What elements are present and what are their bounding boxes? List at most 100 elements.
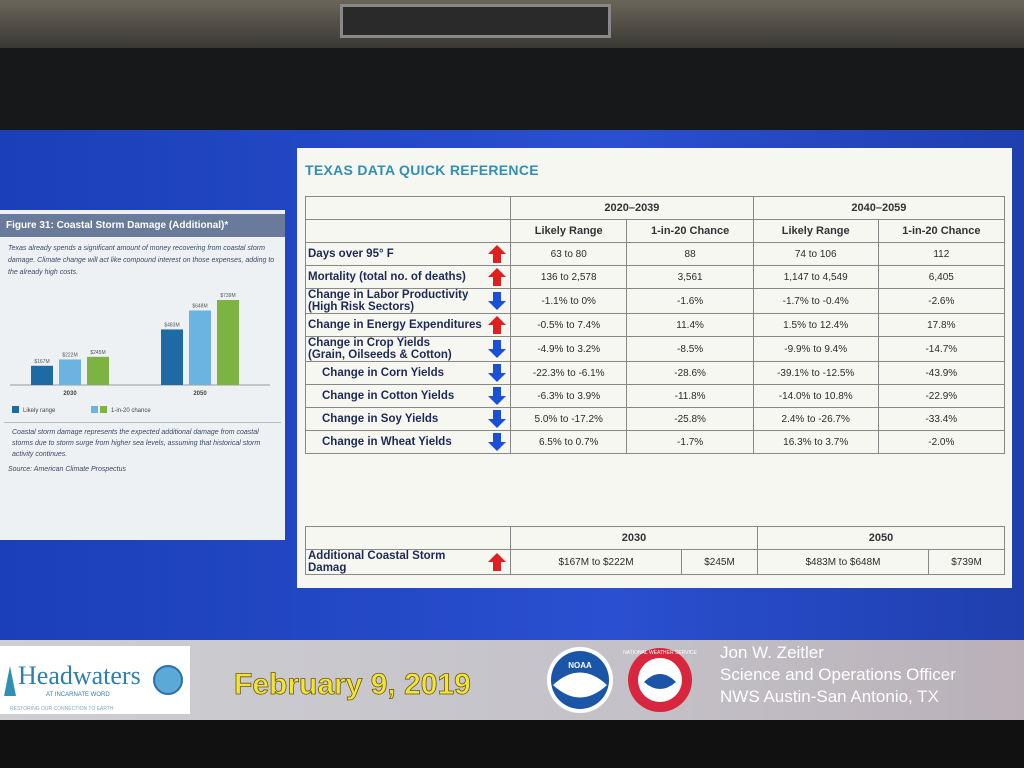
period-header: 2020–2039 xyxy=(510,196,754,220)
row-label: Mortality (total no. of deaths) xyxy=(305,265,511,289)
arrow-up xyxy=(488,316,506,334)
data-row: Change in Wheat Yields 6.5% to 0.7% -1.7% 1… xyxy=(305,430,1006,454)
header-row: Likely Range 1-in-20 Chance Likely Range 1-… xyxy=(305,219,1006,243)
trend-arrow xyxy=(488,245,506,263)
bar-value-label: $483M xyxy=(164,322,179,328)
bar-value-label: $222M xyxy=(62,352,77,358)
data-cell: -22.9% xyxy=(877,384,1006,408)
arrow-down xyxy=(488,292,506,310)
row-label-line: Change in Cotton Yields xyxy=(322,390,455,402)
row-label-line: Change in Energy Expenditures xyxy=(308,319,482,331)
corner-cell xyxy=(305,196,511,220)
arrow-down xyxy=(488,340,506,358)
trend-arrow xyxy=(488,364,506,382)
bar xyxy=(217,300,239,385)
period-header: 2040–2059 xyxy=(752,196,1006,220)
arrow-up xyxy=(488,268,506,286)
bar-value-label: $648M xyxy=(192,303,207,309)
vent xyxy=(340,4,611,38)
figure-intro: Texas already spends a significant amoun… xyxy=(8,245,275,276)
arrow-down xyxy=(488,410,506,428)
table-title: TEXAS DATA QUICK REFERENCE xyxy=(305,162,539,178)
row-label: Additional Coastal Storm Damag xyxy=(305,549,511,575)
corner-cell xyxy=(305,219,511,243)
bar xyxy=(87,356,109,385)
figure-panel: Figure 31: Coastal Storm Damage (Additio… xyxy=(0,210,285,540)
row-label-line: Change in Wheat Yields xyxy=(322,436,452,448)
row-label: Change in Crop Yields (Grain, Oilseeds & … xyxy=(305,336,511,362)
data-cell: $483M to $648M xyxy=(756,549,929,575)
logo-tagline: RESTORING OUR CONNECTION TO EARTH xyxy=(10,706,114,712)
data-row: Days over 95° F 63 to 80 88 74 to 106 112 xyxy=(305,242,1006,266)
data-cell: -14.7% xyxy=(877,336,1006,362)
data-cell: -1.1% to 0% xyxy=(509,288,628,314)
logo-sub: AT INCARNATE WORD xyxy=(46,692,110,698)
data-cell: 1,147 to 4,549 xyxy=(752,265,879,289)
bar xyxy=(161,329,183,385)
headwaters-logo: Headwaters AT INCARNATE WORD RESTORING O… xyxy=(0,646,190,714)
trend-arrow xyxy=(488,410,506,428)
data-cell: 63 to 80 xyxy=(509,242,628,266)
data-cell: -39.1% to -12.5% xyxy=(752,361,879,385)
header-row: 2030 2050 xyxy=(305,526,1006,550)
legend-swatch xyxy=(12,406,19,413)
figure-caption: Coastal storm damage represents the expe… xyxy=(4,422,281,464)
bar xyxy=(59,359,81,385)
row-label-line: (High Risk Sectors) xyxy=(308,301,415,313)
trend-arrow xyxy=(488,292,506,310)
row-label: Change in Labor Productivity (High Risk S… xyxy=(305,288,511,314)
row-label-line: Change in Corn Yields xyxy=(322,367,445,379)
data-cell: -4.9% to 3.2% xyxy=(509,336,628,362)
data-table: 2020–2039 2040–2059 Likely Range 1-in-20 Ch… xyxy=(305,196,1006,454)
data-cell: $245M xyxy=(681,549,758,575)
storm-table: 2030 2050 Additional Coastal Storm Damag $1… xyxy=(305,526,1006,575)
noaa-text: NOAA xyxy=(568,661,592,670)
bar xyxy=(31,365,53,385)
data-cell: 16.3% to 3.7% xyxy=(752,430,879,454)
presenter: Jon W. Zeitler Science and Operations Of… xyxy=(720,642,956,708)
figure-source: Source: American Climate Prospectus xyxy=(8,466,127,473)
year-header: 2030 xyxy=(510,526,758,550)
bar xyxy=(189,310,211,385)
data-cell: 2.4% to -26.7% xyxy=(752,407,879,431)
legend-swatch xyxy=(91,406,98,413)
nws-icon xyxy=(644,674,676,689)
x-tick-label: 2030 xyxy=(63,391,77,397)
figure-title: Figure 31: Coastal Storm Damage (Additio… xyxy=(0,214,285,237)
data-cell: 5.0% to -17.2% xyxy=(509,407,628,431)
column-header: 1-in-20 Chance xyxy=(877,219,1006,243)
data-cell: -9.9% to 9.4% xyxy=(752,336,879,362)
data-cell: 88 xyxy=(626,242,754,266)
data-cell: -25.8% xyxy=(626,407,754,431)
data-cell: -1.7% xyxy=(626,430,754,454)
date: February 9, 2019 xyxy=(234,668,471,701)
corner-cell xyxy=(305,526,511,550)
data-row: Change in Energy Expenditures -0.5% to 7.… xyxy=(305,313,1006,337)
room-floor xyxy=(0,720,1024,768)
column-header: Likely Range xyxy=(752,219,879,243)
nws-text: NATIONAL WEATHER SERVICE xyxy=(623,650,697,656)
legend-label: 1-in-20 chance xyxy=(111,408,151,414)
trend-arrow xyxy=(488,268,506,286)
data-cell: -1.7% to -0.4% xyxy=(752,288,879,314)
logo-name: Headwaters xyxy=(18,661,141,690)
data-cell: -28.6% xyxy=(626,361,754,385)
data-row: Change in Labor Productivity (High Risk S… xyxy=(305,288,1006,314)
data-cell: 1.5% to 12.4% xyxy=(752,313,879,337)
footer: Headwaters AT INCARNATE WORD RESTORING O… xyxy=(0,640,1024,720)
row-label-line: Change in Soy Yields xyxy=(322,413,439,425)
row-label-line: Change in Labor Productivity xyxy=(308,289,469,301)
arrow-down xyxy=(488,433,506,451)
data-cell: 74 to 106 xyxy=(752,242,879,266)
row-label: Change in Energy Expenditures xyxy=(305,313,511,337)
bar-value-label: $739M xyxy=(220,293,235,299)
presenter-office: NWS Austin-San Antonio, TX xyxy=(720,687,939,706)
data-cell: -11.8% xyxy=(626,384,754,408)
logo-icon xyxy=(4,666,16,696)
footer-art: February 9, 2019 NOAA NATIONAL WEATHER S… xyxy=(234,647,698,713)
x-tick-label: 2050 xyxy=(193,391,207,397)
data-row: Mortality (total no. of deaths) 136 to 2,… xyxy=(305,265,1006,289)
data-cell: $167M to $222M xyxy=(510,549,682,575)
data-cell: 136 to 2,578 xyxy=(509,265,628,289)
